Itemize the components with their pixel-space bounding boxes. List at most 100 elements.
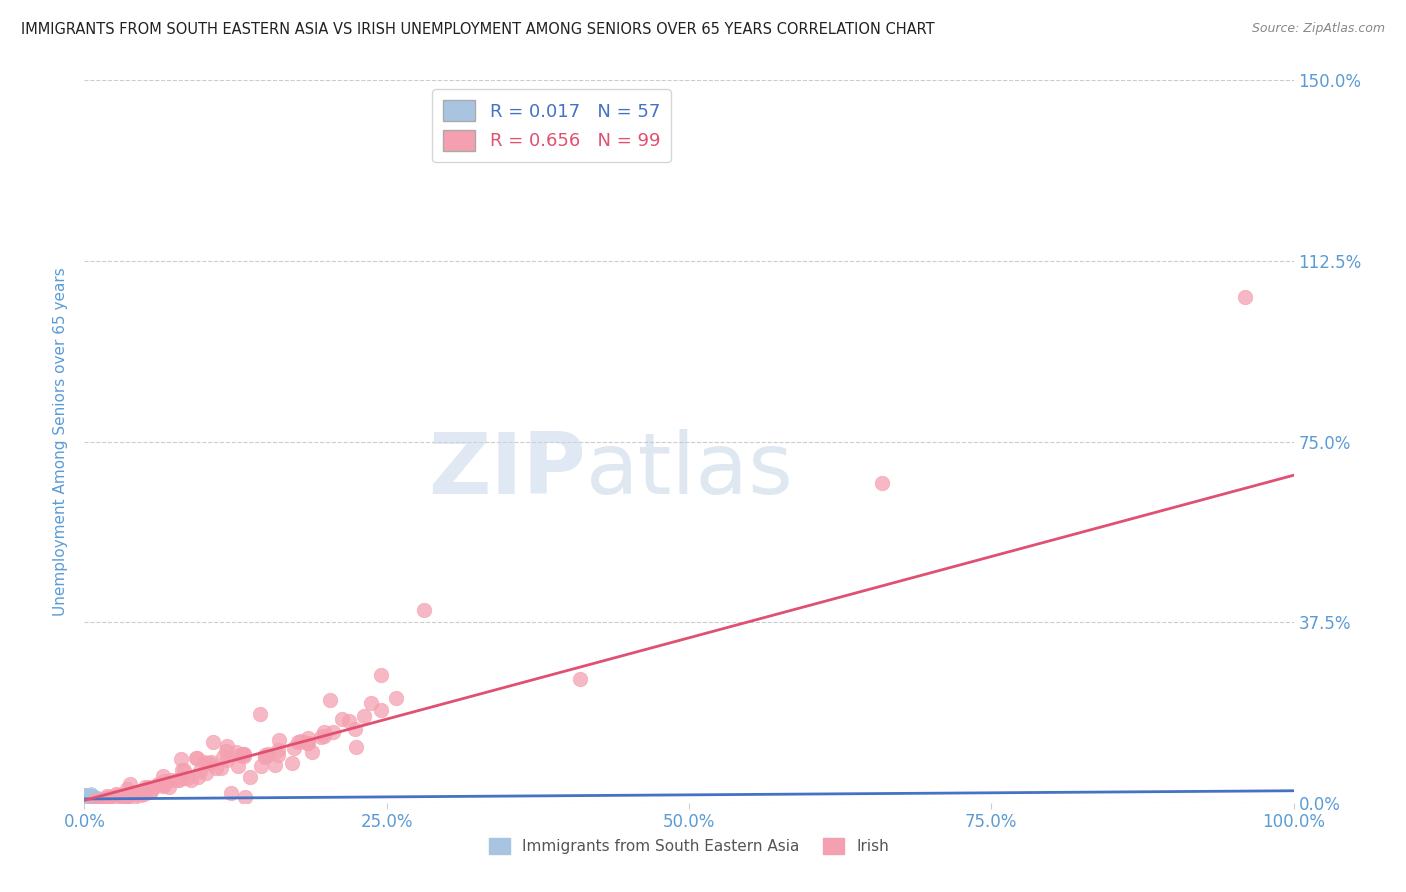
Point xyxy=(166,773,188,788)
Point xyxy=(233,748,256,763)
Point xyxy=(111,791,134,805)
Point xyxy=(264,758,287,772)
Point xyxy=(322,725,344,739)
Point xyxy=(75,792,97,806)
Point xyxy=(370,703,392,717)
Point xyxy=(89,793,111,807)
Point xyxy=(215,739,238,753)
Point xyxy=(337,714,360,729)
Point xyxy=(84,793,107,807)
Point xyxy=(569,672,592,686)
Point xyxy=(79,790,101,805)
Point xyxy=(187,770,209,784)
Point xyxy=(253,749,276,764)
Y-axis label: Unemployment Among Seniors over 65 years: Unemployment Among Seniors over 65 years xyxy=(53,268,69,615)
Text: Source: ZipAtlas.com: Source: ZipAtlas.com xyxy=(1251,22,1385,36)
Point xyxy=(94,791,117,805)
Point xyxy=(96,789,118,803)
Point xyxy=(170,752,193,766)
Point xyxy=(76,789,98,804)
Point xyxy=(75,788,97,802)
Point xyxy=(201,735,224,749)
Point xyxy=(76,795,98,809)
Point xyxy=(176,771,198,785)
Point xyxy=(281,756,304,771)
Point xyxy=(385,690,408,705)
Text: ZIP: ZIP xyxy=(429,429,586,512)
Point xyxy=(83,793,105,807)
Point xyxy=(219,786,242,800)
Point xyxy=(80,789,103,803)
Point xyxy=(212,750,235,764)
Point xyxy=(98,790,121,805)
Point xyxy=(107,788,129,802)
Point xyxy=(370,668,392,682)
Point xyxy=(82,790,104,805)
Point xyxy=(311,731,333,745)
Point xyxy=(77,795,100,809)
Point xyxy=(83,794,105,808)
Point xyxy=(115,782,138,797)
Point xyxy=(76,791,98,805)
Text: IMMIGRANTS FROM SOUTH EASTERN ASIA VS IRISH UNEMPLOYMENT AMONG SENIORS OVER 65 Y: IMMIGRANTS FROM SOUTH EASTERN ASIA VS IR… xyxy=(21,22,935,37)
Point xyxy=(75,789,97,804)
Point xyxy=(120,777,142,791)
Point xyxy=(75,793,97,807)
Point xyxy=(215,753,238,767)
Point xyxy=(146,777,169,791)
Point xyxy=(205,761,228,775)
Point xyxy=(209,761,232,775)
Point xyxy=(82,793,104,807)
Point xyxy=(79,794,101,808)
Point xyxy=(79,792,101,806)
Point xyxy=(79,788,101,802)
Point xyxy=(1234,290,1257,304)
Point xyxy=(344,722,367,736)
Point xyxy=(226,758,249,772)
Point xyxy=(132,784,155,798)
Point xyxy=(73,795,96,809)
Point xyxy=(87,796,110,810)
Point xyxy=(186,751,208,765)
Point xyxy=(83,791,105,805)
Point xyxy=(115,789,138,803)
Point xyxy=(360,696,382,710)
Point xyxy=(249,706,271,721)
Point xyxy=(295,736,318,750)
Point xyxy=(173,763,195,777)
Point xyxy=(138,785,160,799)
Point xyxy=(198,756,221,770)
Point xyxy=(75,788,97,802)
Point xyxy=(413,602,436,616)
Point xyxy=(100,790,122,805)
Point xyxy=(77,792,100,806)
Text: atlas: atlas xyxy=(586,429,794,512)
Point xyxy=(184,751,207,765)
Point xyxy=(112,788,135,802)
Point xyxy=(145,780,167,794)
Point xyxy=(76,789,98,803)
Point xyxy=(83,794,105,808)
Point xyxy=(297,731,319,745)
Point xyxy=(79,794,101,808)
Point xyxy=(172,771,194,785)
Point xyxy=(80,790,103,805)
Point xyxy=(77,795,100,809)
Point xyxy=(134,780,156,795)
Point xyxy=(87,791,110,805)
Point xyxy=(267,748,290,763)
Point xyxy=(82,789,104,803)
Point xyxy=(79,793,101,807)
Point xyxy=(167,772,190,787)
Point xyxy=(76,795,98,809)
Point xyxy=(80,792,103,806)
Point xyxy=(77,792,100,806)
Point xyxy=(232,747,254,761)
Point xyxy=(257,747,280,761)
Point xyxy=(138,780,160,794)
Point xyxy=(128,786,150,800)
Point xyxy=(84,790,107,805)
Point xyxy=(82,793,104,807)
Point xyxy=(77,794,100,808)
Point xyxy=(287,734,309,748)
